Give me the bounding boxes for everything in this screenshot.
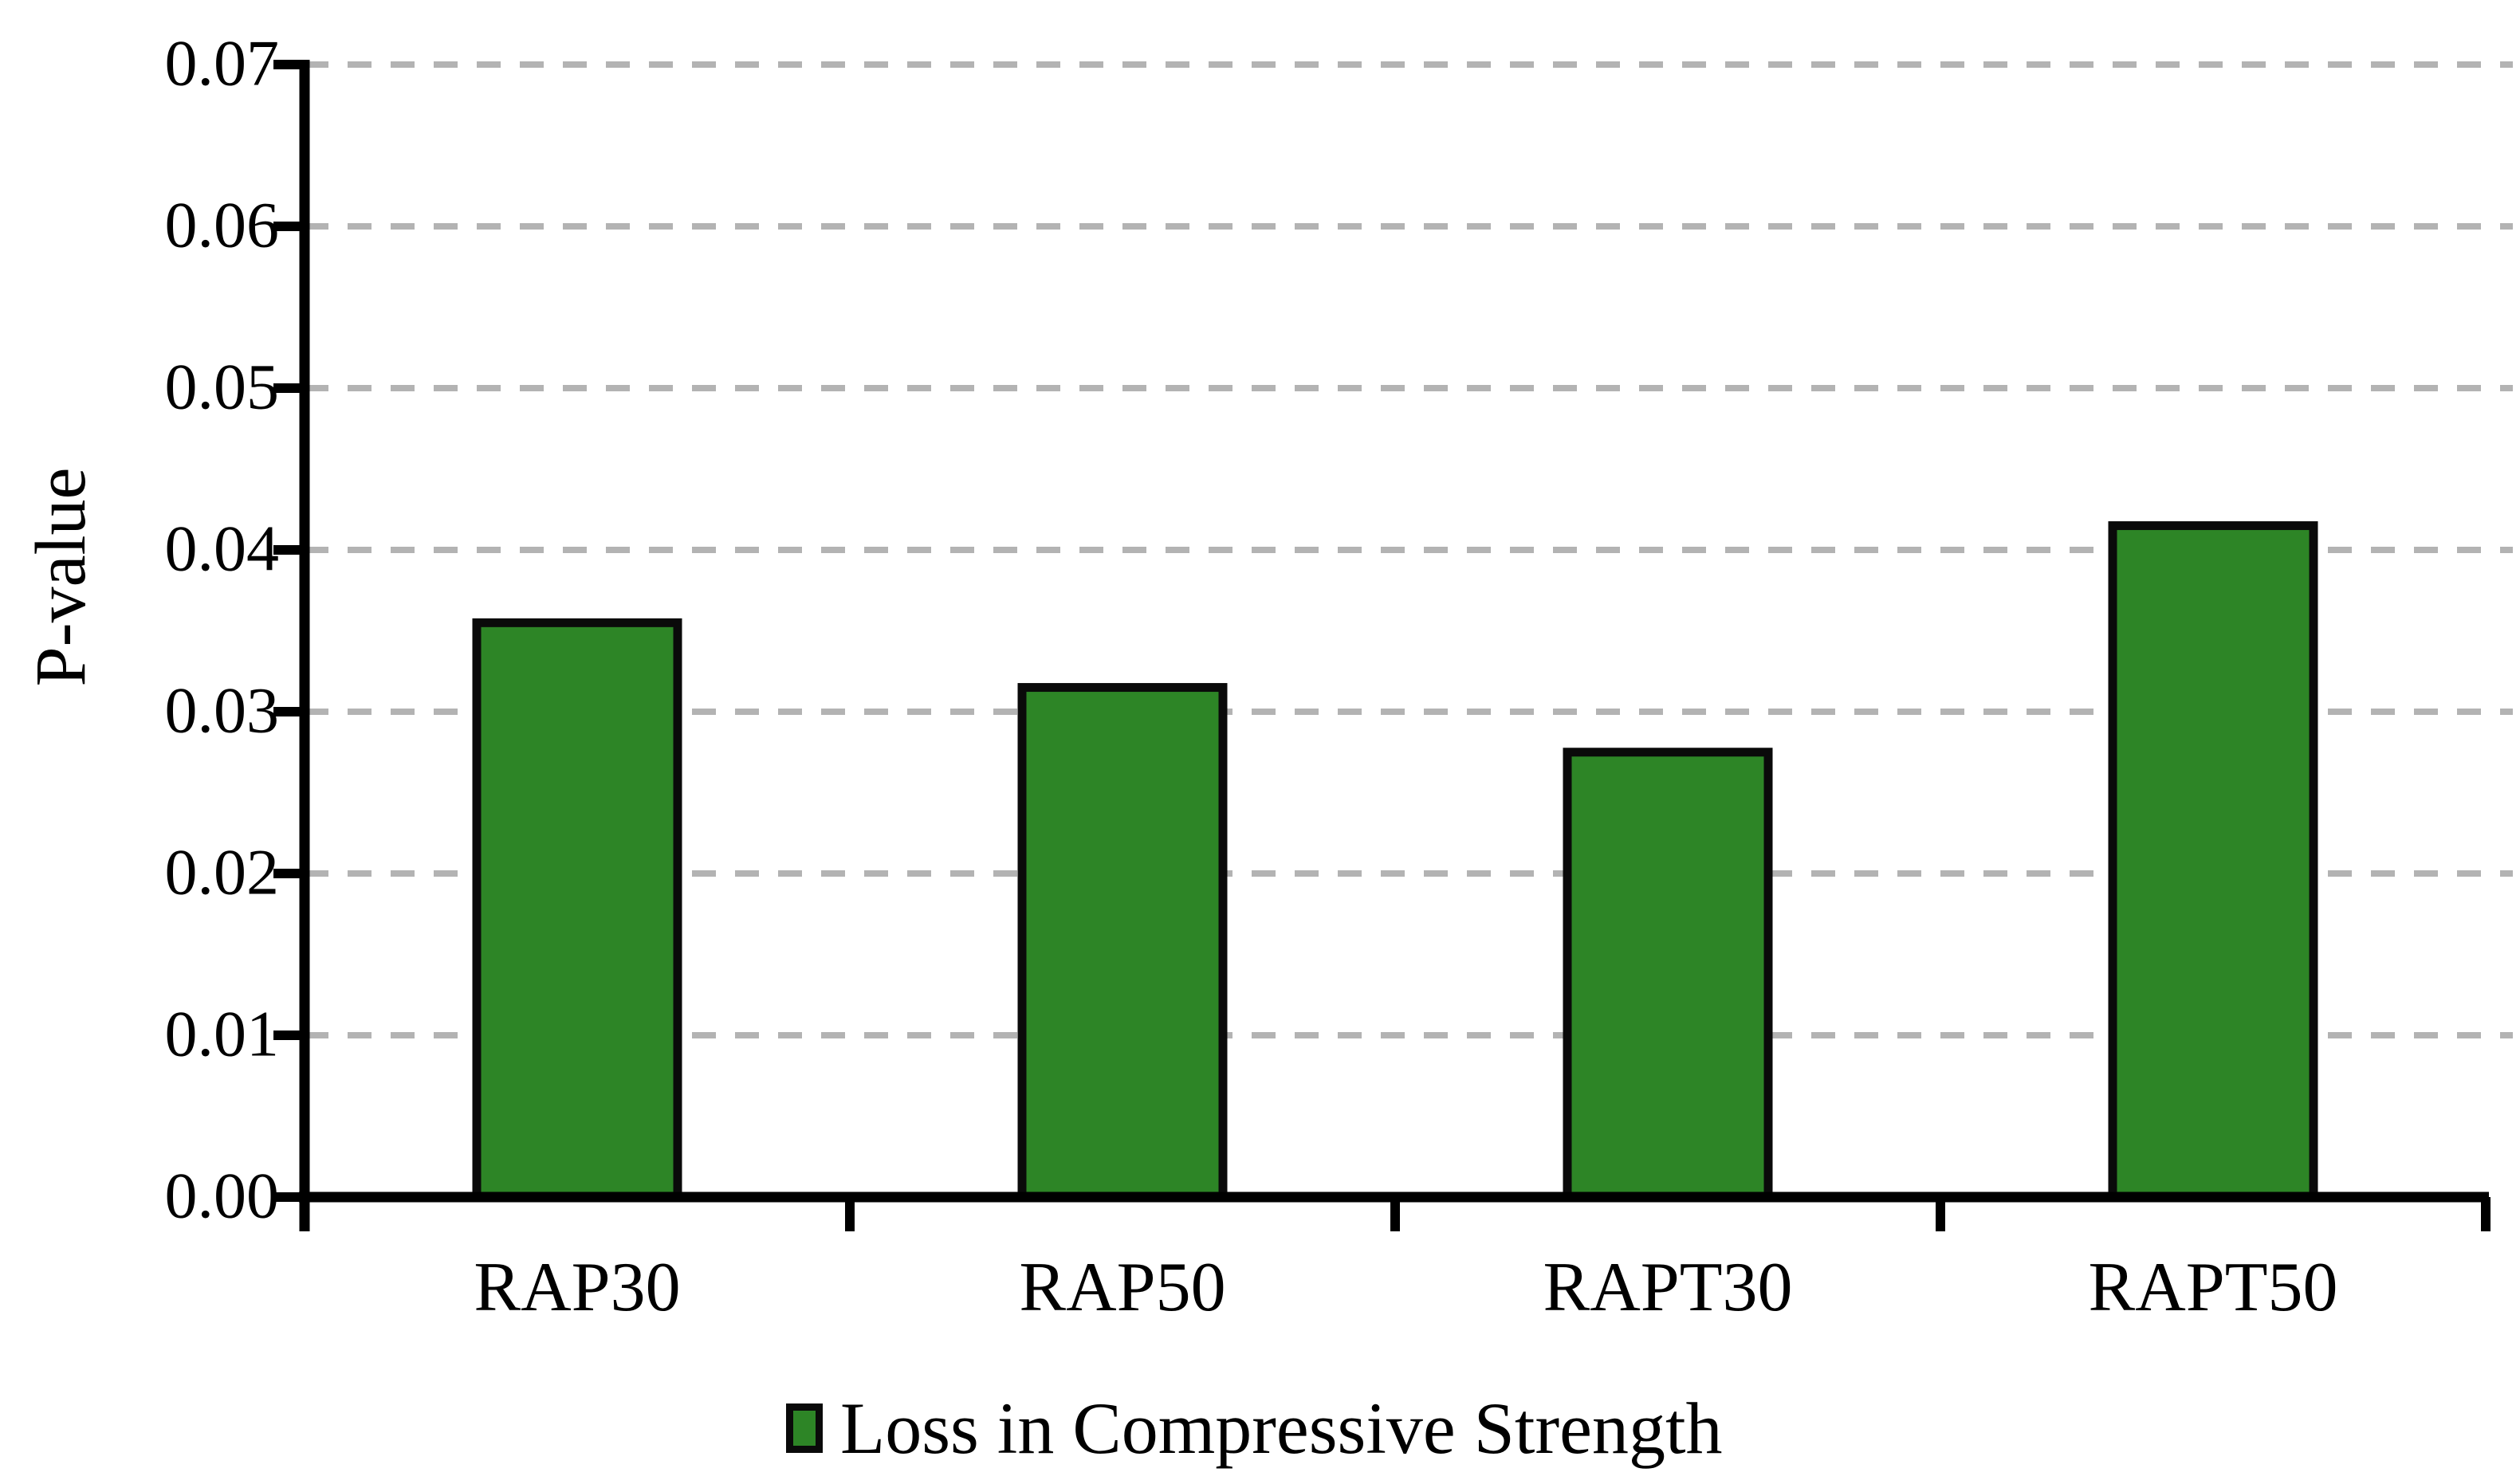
y-tick-label: 0.06 (164, 188, 280, 261)
y-tick-label: 0.05 (164, 350, 280, 423)
x-category-label: RAP50 (1019, 1249, 1226, 1326)
y-tick-label: 0.00 (164, 1159, 280, 1232)
legend-marker-icon (786, 1403, 823, 1453)
x-category-label: RAP30 (474, 1249, 681, 1326)
y-tick-label: 0.02 (164, 835, 280, 909)
x-category-label: RAPT30 (1543, 1249, 1793, 1326)
bar-rap50 (1017, 683, 1228, 1202)
y-tick-label: 0.04 (164, 512, 280, 585)
y-axis-title: P-value (22, 467, 100, 687)
legend-label: Loss in Compressive Strength (840, 1388, 1723, 1469)
y-tick-label: 0.03 (164, 673, 280, 747)
x-category-label: RAPT50 (2088, 1249, 2338, 1326)
y-tick-label: 0.01 (164, 997, 280, 1070)
bar-rap30 (472, 618, 682, 1202)
bar-rapt30 (1563, 748, 1773, 1202)
y-tick-label: 0.07 (164, 26, 280, 100)
bar-rapt50 (2108, 521, 2318, 1202)
legend: Loss in Compressive Strength (786, 1392, 1723, 1465)
